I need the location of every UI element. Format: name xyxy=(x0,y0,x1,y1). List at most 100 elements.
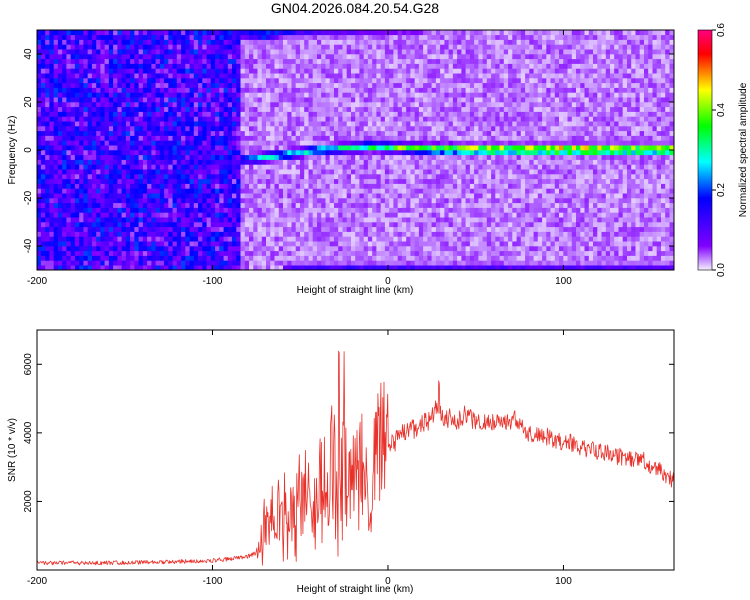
heatmap-cell xyxy=(185,44,191,50)
heatmap-cell xyxy=(87,101,93,108)
heatmap-cell xyxy=(147,77,152,84)
heatmap-cell xyxy=(117,48,123,55)
heatmap-cell xyxy=(202,63,208,69)
heatmap-cell xyxy=(418,255,424,261)
heatmap-cell xyxy=(367,130,373,136)
heatmap-cell xyxy=(291,106,297,112)
heatmap-cell xyxy=(74,264,80,270)
heatmap-cell xyxy=(355,240,361,247)
heatmap-cell xyxy=(440,264,445,270)
heatmap-cell xyxy=(83,101,89,108)
heatmap-cell xyxy=(193,231,199,237)
heatmap-cell xyxy=(66,34,72,40)
heatmap-cell xyxy=(334,159,339,165)
heatmap-cell xyxy=(367,106,373,112)
heatmap-cell xyxy=(113,197,118,204)
heatmap-cell xyxy=(291,245,297,252)
heatmap-cell xyxy=(176,164,182,170)
heatmap-cell xyxy=(427,250,433,256)
heatmap-cell xyxy=(384,159,390,165)
heatmap-cell xyxy=(74,130,80,136)
heatmap-cell xyxy=(401,212,407,218)
heatmap-cell xyxy=(37,130,42,136)
heatmap-cell xyxy=(346,53,352,60)
heatmap-cell xyxy=(62,30,68,36)
heatmap-cell xyxy=(334,168,339,175)
heatmap-cell xyxy=(172,168,178,175)
heatmap-cell xyxy=(138,30,144,36)
heatmap-cell xyxy=(236,197,242,204)
heatmap-cell xyxy=(198,245,203,252)
heatmap-cell xyxy=(215,149,220,156)
heatmap-cell xyxy=(240,101,246,108)
heatmap-cell xyxy=(100,188,106,194)
heatmap-cell xyxy=(193,255,199,261)
heatmap-cell xyxy=(172,68,178,74)
heatmap-cell xyxy=(452,197,458,204)
heatmap-cell xyxy=(134,87,140,93)
heatmap-cell xyxy=(113,245,118,252)
heatmap-cell xyxy=(389,106,395,112)
heatmap-cell xyxy=(308,221,314,228)
heatmap-cell xyxy=(406,212,412,218)
heatmap-cell xyxy=(312,39,318,45)
heatmap-cell xyxy=(138,106,144,112)
heatmap-cell xyxy=(151,236,157,242)
heatmap-cell xyxy=(79,164,85,170)
heatmap-cell xyxy=(236,101,242,108)
heatmap-cell xyxy=(62,125,68,132)
heatmap-cell xyxy=(57,30,63,36)
heatmap-cell xyxy=(312,48,318,55)
heatmap-cell xyxy=(325,183,331,189)
heatmap-cell xyxy=(325,77,331,84)
heatmap-cell xyxy=(87,255,93,261)
heatmap-cell xyxy=(138,116,144,122)
heatmap-cell xyxy=(53,30,59,36)
heatmap-cell xyxy=(70,92,76,98)
heatmap-cell xyxy=(138,216,144,223)
heatmap-cell xyxy=(176,154,182,160)
heatmap-cell xyxy=(79,135,85,141)
heatmap-cell xyxy=(414,231,420,237)
heatmap-cell xyxy=(176,245,182,252)
heatmap-cell xyxy=(240,173,246,180)
heatmap-cell xyxy=(215,168,220,175)
heatmap-cell xyxy=(261,188,267,194)
heatmap-cell xyxy=(274,30,280,36)
heatmap-cell xyxy=(384,34,390,40)
heatmap-cell xyxy=(261,34,267,40)
heatmap-cell xyxy=(372,48,378,55)
heatmap-cell xyxy=(444,260,450,266)
heatmap-cell xyxy=(37,240,42,247)
heatmap-cell xyxy=(57,260,63,266)
heatmap-cell xyxy=(351,135,356,141)
heatmap-cell xyxy=(159,116,165,122)
heatmap-cell xyxy=(457,53,462,60)
heatmap-cell xyxy=(346,192,352,199)
heatmap-cell xyxy=(342,221,348,228)
heatmap-cell xyxy=(45,53,51,60)
heatmap-cell xyxy=(257,149,263,156)
heatmap-cell xyxy=(121,125,127,132)
heatmap-cell xyxy=(176,125,182,132)
heatmap-cell xyxy=(79,260,85,266)
heatmap-cell xyxy=(283,87,288,93)
heatmap-cell xyxy=(66,130,72,136)
heatmap-cell xyxy=(40,192,46,199)
heatmap-cell xyxy=(431,164,437,170)
heatmap-cell xyxy=(300,101,305,108)
heatmap-cell xyxy=(295,77,301,84)
heatmap-cell xyxy=(40,77,46,84)
heatmap-cell xyxy=(312,197,318,204)
heatmap-cell xyxy=(227,82,233,88)
heatmap-cell xyxy=(346,72,352,79)
heatmap-cell xyxy=(125,63,131,69)
heatmap-cell xyxy=(147,39,152,45)
heatmap-cell xyxy=(113,260,118,266)
heatmap-cell xyxy=(66,58,72,64)
heatmap-cell xyxy=(193,250,199,256)
heatmap-cell xyxy=(329,96,335,103)
heatmap-cell xyxy=(155,192,161,199)
heatmap-cell xyxy=(406,87,412,93)
heatmap-cell xyxy=(329,255,335,261)
